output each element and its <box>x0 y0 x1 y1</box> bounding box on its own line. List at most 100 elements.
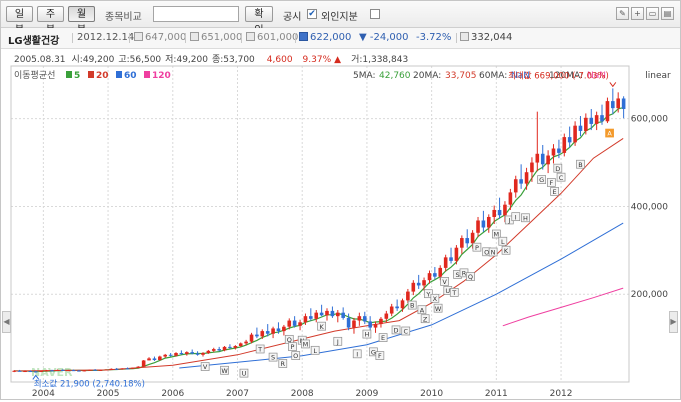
disclosure-marker[interactable]: B <box>576 159 585 169</box>
ma-legend-label-60: 60 <box>124 71 137 81</box>
disclosure-marker-box <box>605 128 614 138</box>
disclosure-marker[interactable]: D <box>553 163 563 173</box>
disclosure-marker[interactable]: Y <box>424 289 433 299</box>
candle <box>260 329 265 339</box>
disclosure-checkbox[interactable]: ✔ <box>307 9 317 19</box>
disclosure-marker[interactable]: I <box>511 212 521 222</box>
disclosure-marker[interactable]: W <box>220 365 229 375</box>
scroll-right-button[interactable]: ▶ <box>669 311 678 333</box>
disclosure-marker[interactable]: O <box>291 351 301 361</box>
period-button-daily[interactable]: 일봉 <box>6 6 33 36</box>
confirm-button[interactable]: 확인 <box>245 6 273 36</box>
candle-body <box>470 232 475 244</box>
disclosure-marker[interactable]: V <box>440 277 449 286</box>
disclosure-marker-box <box>553 163 563 173</box>
disclosure-marker[interactable]: H <box>521 213 530 223</box>
candle-body <box>158 356 162 361</box>
candle <box>55 369 60 372</box>
candle-body <box>578 125 583 131</box>
candle-body <box>530 162 534 173</box>
candle <box>465 229 470 248</box>
candle-body <box>282 326 286 332</box>
disclosure-marker[interactable]: P <box>472 242 482 252</box>
disclosure-marker[interactable]: I <box>352 349 362 359</box>
disclosure-marker[interactable]: N <box>488 247 498 257</box>
disclosure-marker[interactable]: P <box>288 342 297 352</box>
foreign-ownership-label: 외인지분 <box>321 12 358 23</box>
candle <box>416 274 421 289</box>
foreign-ownership-checkbox[interactable] <box>370 9 380 19</box>
crosshair-icon[interactable]: + <box>631 7 644 20</box>
scale-label[interactable]: linear <box>645 71 671 81</box>
candle <box>362 311 367 325</box>
disclosure-marker[interactable]: K <box>501 245 511 255</box>
candle <box>158 355 162 361</box>
print-icon[interactable]: ▤ <box>661 7 674 20</box>
open-price: 647,000 <box>134 32 186 43</box>
candle <box>50 369 54 372</box>
candle-body <box>179 353 184 355</box>
candle-body <box>28 371 33 373</box>
disclosure-marker[interactable]: A <box>417 305 427 315</box>
disclosure-marker[interactable]: A <box>605 128 614 138</box>
disclosure-marker[interactable]: M <box>301 339 310 349</box>
period-button-weekly[interactable]: 주봉 <box>37 6 64 36</box>
disclosure-marker[interactable]: G <box>537 175 546 185</box>
disclosure-marker[interactable]: U <box>239 368 249 378</box>
disclosure-marker[interactable]: D <box>391 325 401 335</box>
disclosure-marker-box <box>511 212 521 222</box>
candle-body <box>524 172 529 184</box>
disclosure-marker[interactable]: H <box>362 329 372 339</box>
disclosure-marker[interactable]: Q <box>466 272 475 282</box>
candle <box>368 316 372 331</box>
scroll-left-button[interactable]: ◀ <box>2 311 11 333</box>
disclosure-marker[interactable]: E <box>550 187 559 196</box>
candle <box>309 308 313 321</box>
candle <box>282 324 286 336</box>
candle <box>60 369 65 371</box>
disclosure-marker[interactable]: F <box>546 178 556 187</box>
ma-swatch-20 <box>88 71 94 78</box>
disclosure-marker[interactable]: S <box>268 352 278 362</box>
period-button-monthly[interactable]: 월봉 <box>68 6 95 36</box>
disclosure-marker[interactable]: B <box>407 300 417 310</box>
disclosure-marker[interactable]: K <box>317 321 326 331</box>
disclosure-marker[interactable]: W <box>433 303 443 313</box>
disclosure-marker[interactable]: Z <box>420 314 430 324</box>
disclosure-marker-box <box>407 300 417 310</box>
disclosure-marker-letter: Z <box>423 315 428 323</box>
candle-body <box>298 322 302 326</box>
disclosure-marker[interactable]: M <box>491 229 501 239</box>
disclosure-marker[interactable]: X <box>430 293 440 303</box>
candle <box>98 369 103 371</box>
pencil-icon[interactable]: ✎ <box>616 7 629 20</box>
candle <box>141 360 146 368</box>
chart-svg[interactable]: NAVER VWUTSRQPONMLKJIHGFEDCBAZYXWVUTSRQP… <box>1 49 680 399</box>
disclosure-marker-letter: Y <box>425 290 430 298</box>
disclosure-marker[interactable]: V <box>200 362 210 372</box>
candle-body <box>55 369 60 371</box>
disclosure-marker-box <box>537 175 546 184</box>
ma-value-label: 60MA: <box>479 71 507 81</box>
candle <box>546 150 550 174</box>
disclosure-marker[interactable]: T <box>449 288 459 297</box>
window-icon[interactable]: ▭ <box>646 7 659 20</box>
disclosure-marker[interactable]: L <box>498 236 508 246</box>
disclosure-marker[interactable]: F <box>375 351 385 361</box>
compare-input[interactable] <box>153 6 239 22</box>
y-tick-label: 200,000 <box>631 290 668 300</box>
max-value-annotation: 최대값 669,000 (-7.03%) <box>508 70 609 81</box>
disclosure-marker[interactable]: L <box>310 345 320 355</box>
disclosure-marker[interactable]: T <box>255 344 265 354</box>
disclosure-marker[interactable]: E <box>378 333 388 343</box>
disclosure-marker[interactable]: J <box>333 336 343 346</box>
disclosure-marker[interactable]: C <box>401 326 411 336</box>
candle-body <box>584 117 588 131</box>
candle <box>492 205 497 224</box>
disclosure-markers[interactable]: VWUTSRQPONMLKJIHGFEDCBAZYXWVUTSRQPONMLKJ… <box>200 128 614 378</box>
candle-body <box>255 334 259 337</box>
price-chart[interactable]: NAVER VWUTSRQPONMLKJIHGFEDCBAZYXWVUTSRQP… <box>1 49 680 399</box>
candle <box>379 317 383 328</box>
disclosure-marker[interactable]: C <box>556 172 566 182</box>
disclosure-marker[interactable]: R <box>278 359 288 368</box>
